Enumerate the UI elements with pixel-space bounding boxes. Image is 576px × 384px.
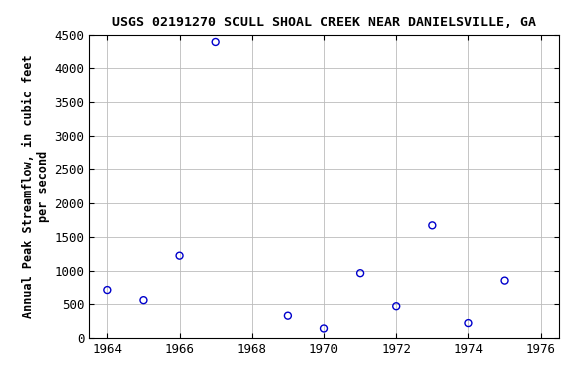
Point [283,313,293,319]
Point [175,253,184,259]
Point [319,325,328,331]
Point [211,39,220,45]
Point [355,270,365,276]
Point [103,287,112,293]
Point [500,278,509,284]
Point [139,297,148,303]
Title: USGS 02191270 SCULL SHOAL CREEK NEAR DANIELSVILLE, GA: USGS 02191270 SCULL SHOAL CREEK NEAR DAN… [112,16,536,29]
Y-axis label: Annual Peak Streamflow, in cubic feet
per second: Annual Peak Streamflow, in cubic feet pe… [22,55,50,318]
Point [428,222,437,228]
Point [464,320,473,326]
Point [392,303,401,309]
